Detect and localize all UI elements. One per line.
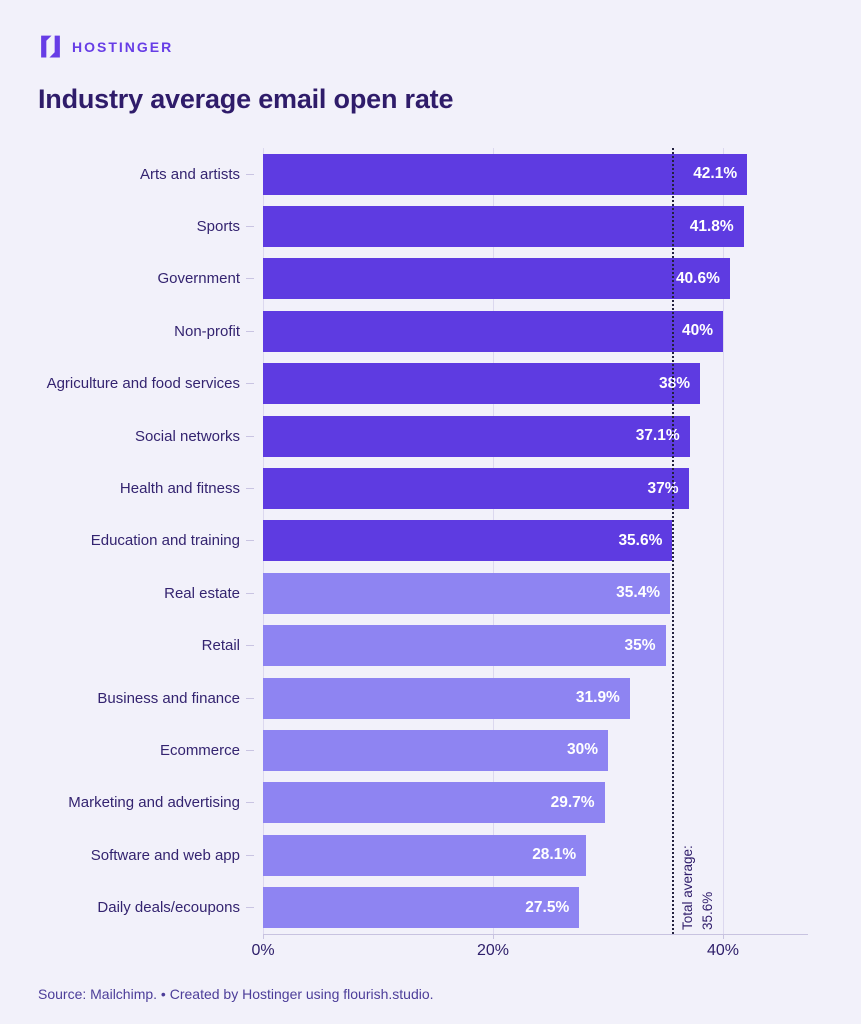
bar-daily-deals-ecoupons[interactable]: 27.5%: [263, 887, 580, 929]
category-tick: [246, 278, 254, 280]
category-tick: [246, 854, 254, 856]
hostinger-logo-icon: [38, 34, 63, 59]
category-tick: [246, 173, 254, 175]
x-axis-tick-label: 40%: [706, 942, 740, 959]
bar-value-label: 37.1%: [635, 427, 680, 445]
category-tick: [246, 697, 254, 699]
chart-row: Software and web app 28.1%: [0, 829, 861, 881]
bar-value-label: 42.1%: [693, 165, 738, 183]
x-axis-line: [263, 934, 808, 935]
bar-value-label: 37%: [647, 479, 679, 497]
chart-row: Daily deals/ecoupons 27.5%: [0, 881, 861, 933]
x-axis-tick-label: 20%: [476, 942, 510, 959]
chart-row: Retail 35%: [0, 620, 861, 672]
chart-row: Non-profit 40%: [0, 305, 861, 357]
bar-value-label: 35.4%: [616, 584, 661, 602]
category-label: Education and training: [90, 532, 240, 550]
bar-sports[interactable]: 41.8%: [263, 206, 744, 248]
category-label: Social networks: [134, 427, 240, 445]
chart-row: Real estate 35.4%: [0, 567, 861, 619]
bar-value-label: 38%: [658, 374, 690, 392]
bar-value-label: 35%: [624, 636, 656, 654]
bar-value-label: 30%: [566, 741, 598, 759]
category-tick: [246, 226, 254, 228]
bar-value-label: 41.8%: [689, 217, 734, 235]
chart-row: Marketing and advertising 29.7%: [0, 777, 861, 829]
category-tick: [246, 540, 254, 542]
chart-row: Business and finance 31.9%: [0, 672, 861, 724]
bar-arts-and-artists[interactable]: 42.1%: [263, 153, 748, 195]
category-tick: [246, 330, 254, 332]
bar-value-label: 27.5%: [525, 898, 570, 916]
bar-health-and-fitness[interactable]: 37%: [263, 468, 689, 510]
category-label: Daily deals/ecoupons: [97, 899, 240, 917]
category-tick: [246, 907, 254, 909]
x-axis-tick: [263, 934, 264, 939]
category-label: Ecommerce: [159, 741, 240, 759]
x-axis-tick: [723, 934, 724, 939]
category-label: Retail: [201, 637, 240, 655]
category-label: Government: [157, 270, 240, 288]
hostinger-logo-text: HOSTINGER: [72, 38, 174, 55]
bar-rows: Arts and artists 42.1% Sports 41.8% Governme…: [0, 148, 861, 934]
category-label: Agriculture and food services: [46, 375, 240, 393]
bar-social-networks[interactable]: 37.1%: [263, 415, 690, 457]
category-label: Sports: [196, 218, 240, 236]
average-label-value: 35.6%: [700, 891, 716, 930]
category-label: Business and finance: [97, 689, 240, 707]
bar-business-and-finance[interactable]: 31.9%: [263, 677, 630, 719]
category-tick: [246, 383, 254, 385]
category-label: Software and web app: [90, 846, 240, 864]
source-credit: Source: Mailchimp. • Created by Hostinge…: [38, 986, 434, 1002]
chart-row: Education and training 35.6%: [0, 515, 861, 567]
category-label: Arts and artists: [139, 165, 240, 183]
category-tick: [246, 749, 254, 751]
bar-non-profit[interactable]: 40%: [263, 310, 723, 352]
bar-agriculture-and-food-services[interactable]: 38%: [263, 363, 700, 405]
gridline-40%: [723, 148, 724, 934]
bar-government[interactable]: 40.6%: [263, 258, 730, 300]
bar-software-and-web-app[interactable]: 28.1%: [263, 834, 587, 876]
bar-education-and-training[interactable]: 35.6%: [263, 520, 673, 562]
bar-value-label: 31.9%: [575, 689, 620, 707]
category-tick: [246, 802, 254, 804]
category-label: Non-profit: [174, 322, 240, 340]
chart-row: Ecommerce 30%: [0, 724, 861, 776]
x-axis-tick: [493, 934, 494, 939]
category-label: Real estate: [164, 584, 240, 602]
chart-row: Health and fitness 37%: [0, 462, 861, 514]
bar-value-label: 28.1%: [532, 846, 577, 864]
chart-row: Sports 41.8%: [0, 200, 861, 252]
chart-title: Industry average email open rate: [38, 84, 454, 114]
category-tick: [246, 645, 254, 647]
bar-value-label: 40%: [681, 322, 713, 340]
x-axis-tick-label: 0%: [251, 942, 275, 959]
category-label: Marketing and advertising: [68, 794, 240, 812]
category-tick: [246, 592, 254, 594]
bar-marketing-and-advertising[interactable]: 29.7%: [263, 782, 605, 824]
bar-value-label: 29.7%: [550, 793, 595, 811]
chart-row: Social networks 37.1%: [0, 410, 861, 462]
category-tick: [246, 488, 254, 490]
bar-value-label: 35.6%: [618, 531, 663, 549]
chart-row: Arts and artists 42.1%: [0, 148, 861, 200]
category-label: Health and fitness: [119, 480, 240, 498]
chart-row: Agriculture and food services 38%: [0, 358, 861, 410]
bar-chart: Arts and artists 42.1% Sports 41.8% Governme…: [0, 148, 861, 1008]
average-line: [672, 148, 675, 934]
bar-ecommerce[interactable]: 30%: [263, 729, 608, 771]
average-label-text: Total average:: [680, 845, 695, 930]
bar-retail[interactable]: 35%: [263, 625, 666, 667]
bar-real-estate[interactable]: 35.4%: [263, 572, 671, 614]
hostinger-logo: HOSTINGER: [38, 34, 173, 59]
bar-value-label: 40.6%: [675, 269, 720, 287]
chart-row: Government 40.6%: [0, 253, 861, 305]
category-tick: [246, 435, 254, 437]
